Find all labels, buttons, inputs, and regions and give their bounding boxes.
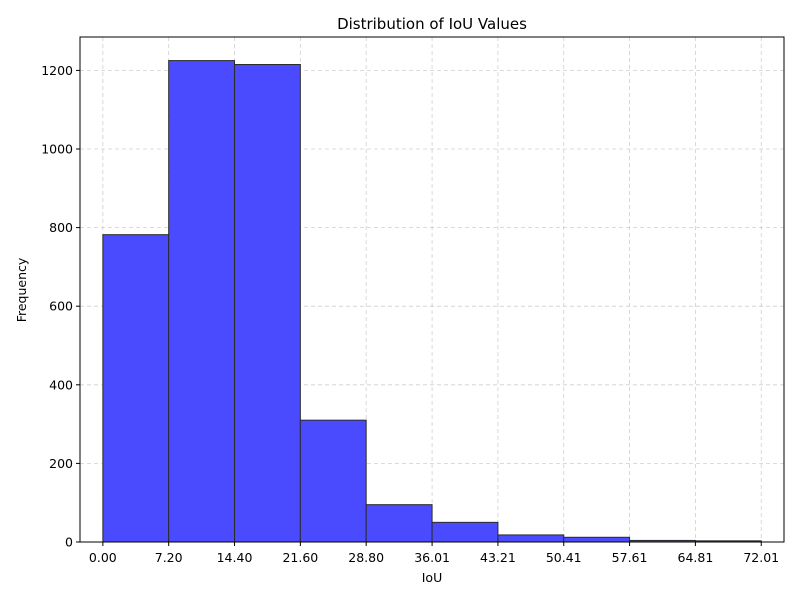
x-tick-label: 7.20 xyxy=(155,550,183,565)
histogram-bar xyxy=(299,419,367,543)
y-tick-label: 800 xyxy=(49,220,73,235)
x-axis-label: IoU xyxy=(422,570,442,585)
y-tick-label: 400 xyxy=(49,377,73,392)
histogram-bar xyxy=(497,534,565,543)
x-tick-label: 64.81 xyxy=(678,550,714,565)
histogram-bar xyxy=(563,536,631,543)
x-tick-label: 28.80 xyxy=(348,550,384,565)
y-tick-label: 1200 xyxy=(41,63,73,78)
x-tick-label: 72.01 xyxy=(743,550,779,565)
x-tick-label: 43.21 xyxy=(480,550,516,565)
y-tick-label: 1000 xyxy=(41,142,73,157)
y-axis-label: Frequency xyxy=(14,257,29,322)
histogram-bar xyxy=(102,234,170,543)
bars xyxy=(102,60,762,543)
chart-title: Distribution of IoU Values xyxy=(337,15,527,33)
x-tick-label: 0.00 xyxy=(89,550,117,565)
x-tick-label: 14.40 xyxy=(217,550,253,565)
x-tick-label: 50.41 xyxy=(546,550,582,565)
histogram-bar xyxy=(168,60,236,543)
x-tick-label: 36.01 xyxy=(414,550,450,565)
y-tick-label: 600 xyxy=(49,299,73,314)
histogram-bar xyxy=(365,504,433,543)
y-tick-label: 200 xyxy=(49,456,73,471)
x-axis-ticks: 0.00 7.20 14.40 21.60 28.80 36.01 43.21 50.41 57… xyxy=(89,542,779,565)
x-tick-label: 57.61 xyxy=(612,550,648,565)
y-tick-label: 0 xyxy=(65,535,73,550)
x-tick-label: 21.60 xyxy=(282,550,318,565)
histogram-bar xyxy=(234,64,301,543)
histogram-bar xyxy=(431,521,499,543)
y-axis-ticks: 0 200 400 600 800 1000 1200 xyxy=(41,63,80,550)
